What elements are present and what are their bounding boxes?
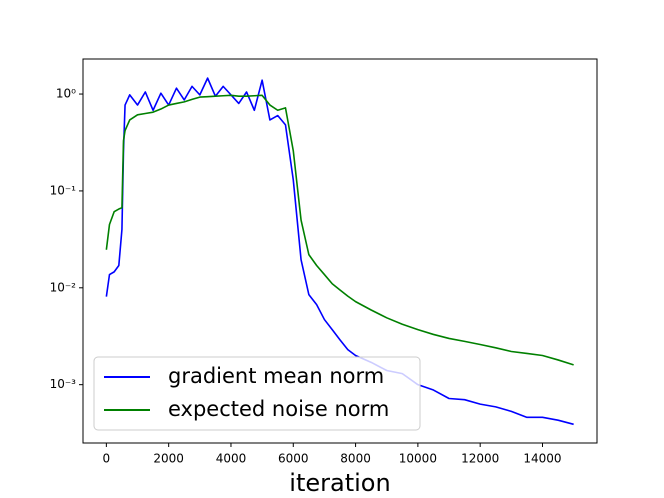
- legend-box: [93, 356, 421, 431]
- y-tick-label: 10⁻³: [50, 377, 77, 391]
- y-tick-label: 10⁰: [56, 87, 76, 101]
- y-tick-label: 10⁻²: [50, 280, 77, 294]
- x-tick-label: 0: [103, 452, 111, 466]
- series-line: [105, 77, 574, 426]
- x-tick-label: 10000: [399, 452, 437, 466]
- legend-label: expected noise norm: [168, 397, 389, 421]
- legend-label: gradient mean norm: [168, 364, 384, 388]
- y-tick-label: 10⁻¹: [50, 183, 77, 197]
- x-tick-label: 6000: [278, 452, 309, 466]
- series-line: [105, 94, 574, 366]
- x-axis-label: iteration: [289, 469, 390, 497]
- x-tick-label: 12000: [461, 452, 499, 466]
- plot-frame: [82, 58, 598, 444]
- x-tick-label: 14000: [523, 452, 561, 466]
- x-tick-label: 4000: [216, 452, 247, 466]
- x-tick-label: 8000: [340, 452, 371, 466]
- x-tick-label: 2000: [153, 452, 184, 466]
